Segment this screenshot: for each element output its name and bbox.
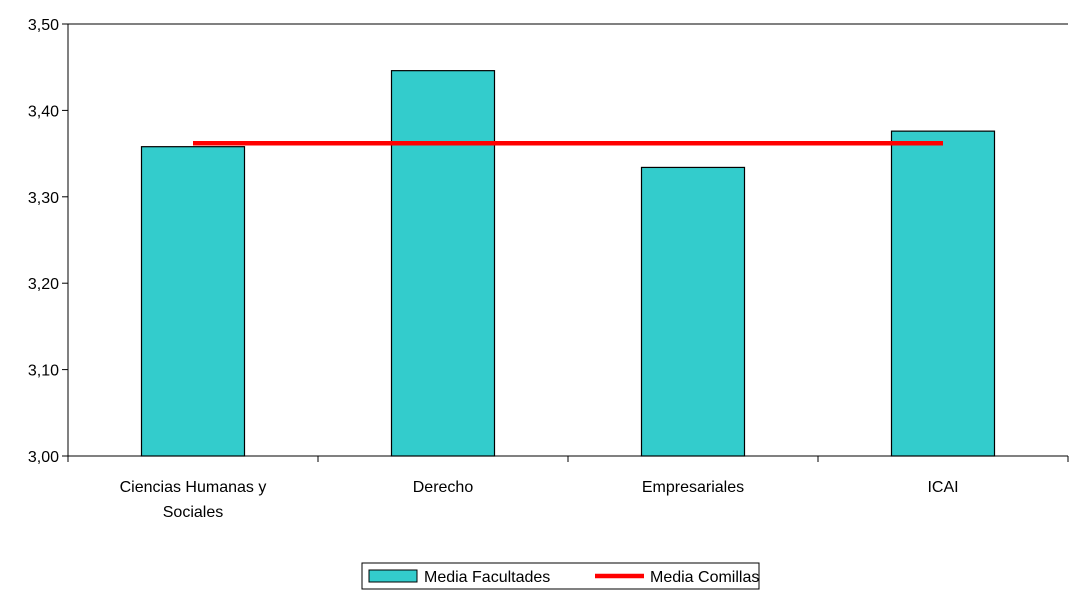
legend: Media Facultades Media Comillas xyxy=(361,562,760,590)
legend-box xyxy=(361,562,760,590)
y-tick-label: 3,40 xyxy=(28,103,59,120)
bar xyxy=(390,70,496,457)
legend-label-media-comillas: Media Comillas xyxy=(650,569,759,586)
bar xyxy=(140,146,246,457)
x-tick-label: Derecho xyxy=(413,479,474,496)
x-tick-label: Empresariales xyxy=(642,479,744,496)
y-tick-label: 3,10 xyxy=(28,363,59,380)
legend-swatch-media-facultades xyxy=(368,569,418,583)
y-tick-label: 3,50 xyxy=(28,17,59,34)
y-tick-labels: 3,00 3,10 3,20 3,30 3,40 3,50 xyxy=(28,17,59,466)
x-tick-label: Sociales xyxy=(163,504,223,521)
bar xyxy=(890,130,996,457)
x-tick-labels: Ciencias Humanas y Sociales Derecho Empresa… xyxy=(120,479,959,521)
y-tick-label: 3,00 xyxy=(28,449,59,466)
legend-label-media-facultades: Media Facultades xyxy=(424,569,550,586)
x-tick-label: Ciencias Humanas y xyxy=(120,479,267,496)
y-tick-label: 3,30 xyxy=(28,190,59,207)
x-tick-label: ICAI xyxy=(927,479,958,496)
y-tick-label: 3,20 xyxy=(28,276,59,293)
bars xyxy=(140,70,996,457)
bar xyxy=(640,166,746,457)
